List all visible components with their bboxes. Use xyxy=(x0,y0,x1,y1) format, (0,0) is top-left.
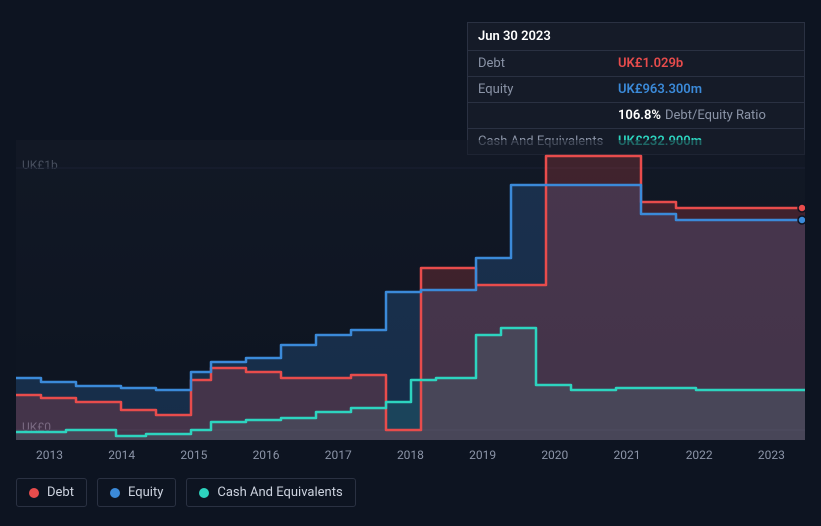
x-axis-label: 2016 xyxy=(253,448,280,462)
chart-legend: Debt Equity Cash And Equivalents xyxy=(16,478,356,507)
legend-dot-icon xyxy=(29,488,39,498)
x-axis-label: 2018 xyxy=(397,448,424,462)
chart-tooltip: Jun 30 2023 DebtUK£1.029bEquityUK£963.30… xyxy=(467,22,805,155)
x-axis-label: 2017 xyxy=(325,448,352,462)
x-axis-label: 2021 xyxy=(614,448,641,462)
debt-equity-chart[interactable] xyxy=(16,140,805,440)
tooltip-row: 106.8% Debt/Equity Ratio xyxy=(468,103,804,129)
x-axis-label: 2020 xyxy=(541,448,568,462)
tooltip-date: Jun 30 2023 xyxy=(468,23,804,51)
tooltip-value: UK£963.300m xyxy=(618,82,702,97)
x-axis-label: 2023 xyxy=(758,448,785,462)
legend-label: Cash And Equivalents xyxy=(217,485,342,500)
legend-label: Debt xyxy=(47,485,74,500)
tooltip-label: Equity xyxy=(478,82,618,97)
legend-item[interactable]: Cash And Equivalents xyxy=(186,478,355,507)
x-axis-label: 2014 xyxy=(108,448,135,462)
x-axis-label: 2022 xyxy=(686,448,713,462)
tooltip-ratio-label: Debt/Equity Ratio xyxy=(665,108,766,123)
tooltip-label: Debt xyxy=(478,56,618,71)
x-axis-label: 2013 xyxy=(36,448,63,462)
tooltip-ratio-value: 106.8% xyxy=(618,108,661,123)
legend-label: Equity xyxy=(128,485,163,500)
tooltip-label xyxy=(478,108,618,123)
legend-dot-icon xyxy=(110,488,120,498)
x-axis-label: 2015 xyxy=(180,448,207,462)
legend-item[interactable]: Debt xyxy=(16,478,87,507)
tooltip-row: EquityUK£963.300m xyxy=(468,77,804,103)
legend-dot-icon xyxy=(199,488,209,498)
x-axis-label: 2019 xyxy=(469,448,496,462)
legend-item[interactable]: Equity xyxy=(97,478,176,507)
x-axis: 2013 2014 2015 2016 2017 2018 2019 2020 2021 2022… xyxy=(16,448,805,462)
tooltip-value: UK£1.029b xyxy=(618,56,683,71)
tooltip-row: DebtUK£1.029b xyxy=(468,51,804,77)
